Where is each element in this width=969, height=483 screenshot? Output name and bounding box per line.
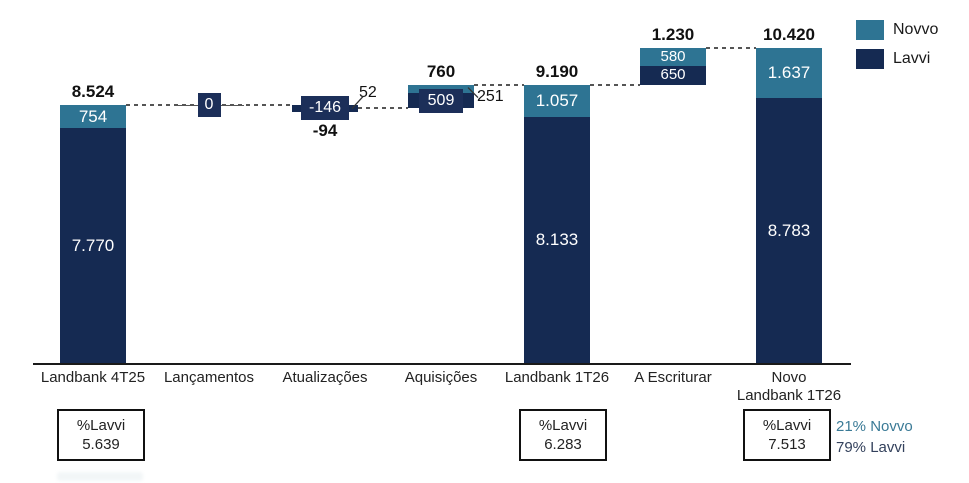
bar-value-label: 1.057 <box>535 91 579 111</box>
legend-label-novvo: Novvo <box>893 21 939 38</box>
bar-value-label: 580 <box>660 47 686 65</box>
novvo-swatch-icon <box>856 20 884 40</box>
connector-line-solid <box>220 104 244 107</box>
footer-note-lavvi: 79% Lavvi <box>836 439 906 456</box>
x-axis-line <box>33 363 851 365</box>
footer-box-value: 6.283 <box>544 436 582 453</box>
novvo-outside-label: 52 <box>359 83 377 101</box>
footer-box-title: %Lavvi <box>762 417 812 434</box>
bar-value-label: 754 <box>78 106 108 126</box>
footer-box-title: %Lavvi <box>538 417 588 434</box>
bar-value-label: 7.770 <box>71 235 115 255</box>
x-axis-label: Landbank 4T25 <box>40 369 146 386</box>
net-change-label: 760 <box>426 62 456 82</box>
x-axis-label: Landbank 1T26 <box>504 369 610 386</box>
x-axis-label: Aquisições <box>404 369 478 386</box>
bar-total-label: 10.420 <box>763 25 815 44</box>
bar-value-label: 650 <box>660 66 686 84</box>
bar-total-label: 1.230 <box>651 25 695 44</box>
connector-line-solid <box>178 104 198 107</box>
footer-box-novo-landbank-1t26: %Lavvi 7.513 <box>743 409 831 461</box>
footer-box-value: 7.513 <box>768 436 806 453</box>
footer-notes: 21% Novvo 79% Lavvi <box>836 416 913 458</box>
bar-segment-novvo <box>524 85 590 118</box>
bar-segment-lavvi <box>756 97 822 364</box>
bar-segment-lavvi <box>60 128 126 364</box>
x-axis-label: A Escriturar <box>634 369 712 386</box>
legend-label-lavvi: Lavvi <box>893 50 931 67</box>
bar-segment-lavvi <box>524 117 590 364</box>
zero-value-box: 0 <box>197 93 221 118</box>
bar-value-label: 1.637 <box>767 62 811 82</box>
bar-segment-novvo <box>60 105 126 129</box>
footer-box-title: %Lavvi <box>76 417 126 434</box>
footer-note-novvo: 21% Novvo <box>836 418 913 435</box>
x-axis-label: Atualizações <box>282 369 368 386</box>
bar-value-label: 8.783 <box>767 220 811 240</box>
lavvi-swatch-icon <box>856 49 884 69</box>
bar-total-label: 8.524 <box>71 82 115 102</box>
connector-line <box>358 107 408 110</box>
connector-line <box>474 84 524 87</box>
delta-value-box: -146 <box>301 95 349 120</box>
legend-item-lavvi: Lavvi <box>856 49 938 69</box>
footer-box-value: 5.639 <box>82 436 120 453</box>
connector-line <box>590 84 640 87</box>
legend: Novvo Lavvi <box>856 20 938 69</box>
footer-box-landbank-1t26: %Lavvi 6.283 <box>519 409 607 461</box>
legend-item-novvo: Novvo <box>856 20 938 40</box>
x-axis-label: Lançamentos <box>163 369 255 386</box>
bar-segment-novvo <box>640 48 706 66</box>
bar-segment-novvo <box>756 48 822 98</box>
delta-value-box: 509 <box>419 88 463 113</box>
connector-line <box>706 47 756 49</box>
cropped-artifact <box>57 472 143 481</box>
net-change-label: -94 <box>312 120 338 140</box>
bar-total-label: 9.190 <box>535 62 579 82</box>
footer-box-landbank-4t25: %Lavvi 5.639 <box>57 409 145 461</box>
novvo-outside-label: 251 <box>477 87 504 105</box>
bar-value-label: 8.133 <box>535 230 579 250</box>
x-axis-label: Novo <box>771 369 807 386</box>
bar-segment-lavvi <box>640 65 706 86</box>
x-axis-label: Landbank 1T26 <box>736 387 842 404</box>
